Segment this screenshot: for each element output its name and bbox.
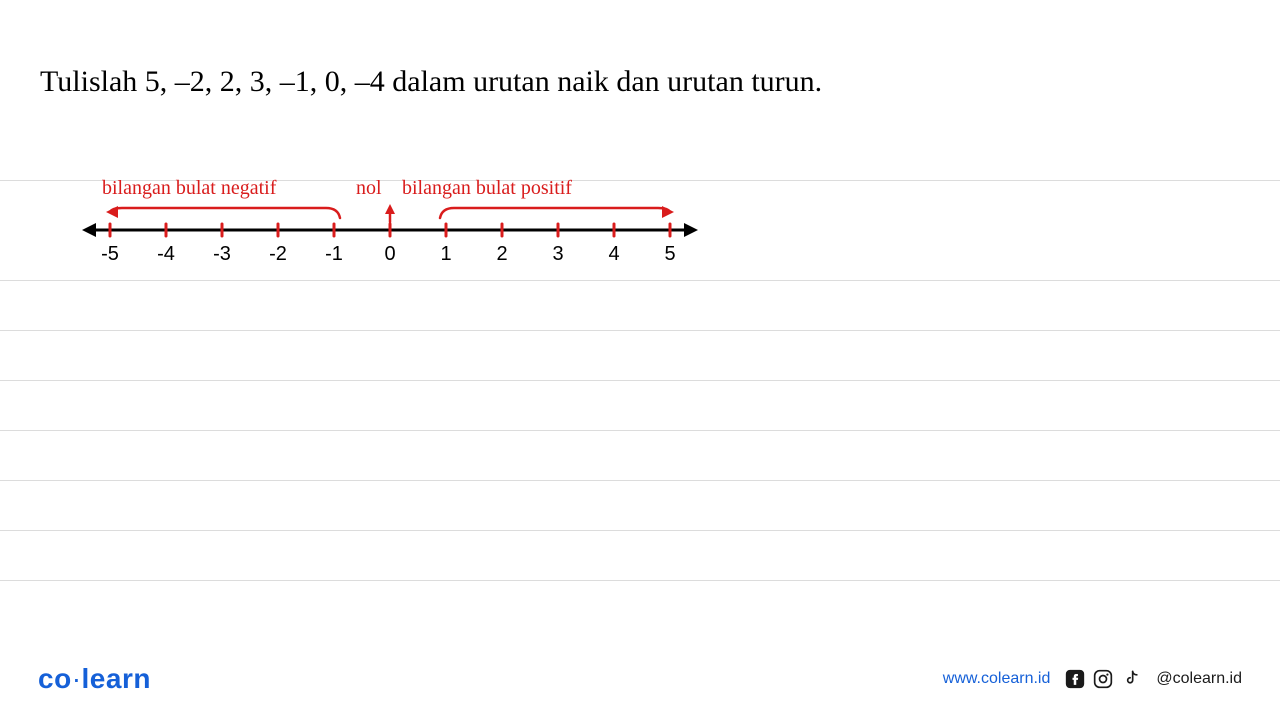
- brand-logo: co·learn: [38, 663, 151, 695]
- social-icons: [1064, 668, 1142, 690]
- svg-text:-2: -2: [269, 243, 287, 265]
- svg-text:-4: -4: [157, 243, 175, 265]
- logo-learn: learn: [82, 663, 151, 694]
- footer-url: www.colearn.id: [943, 670, 1051, 688]
- footer: co·learn www.colearn.id @colearn.id: [38, 663, 1242, 695]
- svg-text:-5: -5: [101, 243, 119, 265]
- logo-dot: ·: [72, 663, 82, 694]
- logo-co: co: [38, 663, 72, 694]
- hand-label-positive: bilangan bulat positif: [402, 177, 572, 200]
- hand-label-zero: nol: [356, 177, 382, 200]
- facebook-icon: [1064, 668, 1086, 690]
- svg-text:1: 1: [440, 243, 451, 265]
- svg-text:5: 5: [664, 243, 675, 265]
- svg-text:4: 4: [608, 243, 619, 265]
- svg-text:3: 3: [552, 243, 563, 265]
- question-text: Tulislah 5, –2, 2, 3, –1, 0, –4 dalam ur…: [40, 65, 1240, 99]
- svg-text:-1: -1: [325, 243, 343, 265]
- svg-text:2: 2: [496, 243, 507, 265]
- footer-right: www.colearn.id @colearn.id: [943, 668, 1242, 690]
- hand-label-negative: bilangan bulat negatif: [102, 177, 276, 200]
- number-line: -5 -4 -3 -2 -1 0 1 2 3 4 5: [80, 200, 700, 280]
- svg-text:-3: -3: [213, 243, 231, 265]
- tiktok-icon: [1120, 668, 1142, 690]
- instagram-icon: [1092, 668, 1114, 690]
- footer-handle: @colearn.id: [1156, 670, 1242, 688]
- svg-text:0: 0: [384, 243, 395, 265]
